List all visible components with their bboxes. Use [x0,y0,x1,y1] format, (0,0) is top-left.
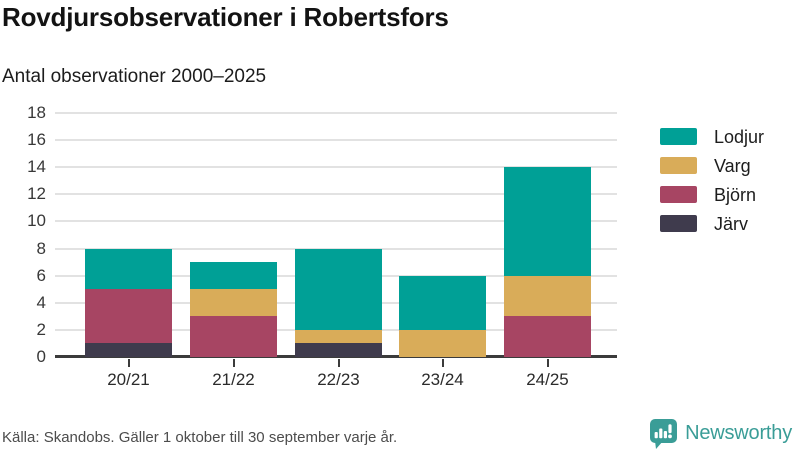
legend-item-jarv: Järv [660,213,764,234]
x-tick-24-25 [546,359,549,367]
legend: Lodjur Varg Björn Järv [660,128,764,244]
bar-segment-bjorn-24-25 [504,316,591,357]
y-tick-label-10: 10 [27,211,46,231]
legend-swatch-jarv [660,215,697,232]
bar-segment-bjorn-20-21 [85,289,172,344]
y-tick-label-14: 14 [27,157,46,177]
brand-name: Newsworthy [685,422,792,444]
legend-item-lodjur: Lodjur [660,126,765,147]
legend-swatch-lodjur [660,128,697,145]
chart-subtitle: Antal observationer 2000–2025 [2,66,267,87]
x-tick-22-23 [337,359,340,367]
legend-label-jarv: Järv [714,213,749,234]
newsworthy-logo-icon [650,419,678,449]
x-axis: 20/21 21/22 22/23 23/24 24/25 [55,359,617,399]
chart-title: Rovdjursobservationer i Robertsfors [2,2,449,32]
legend-swatch-bjorn [660,186,697,203]
gridline-2 [55,328,617,331]
bar-segment-lodjur-23-24 [399,275,486,330]
legend-item-bjorn: Björn [660,184,764,205]
gridline-12 [55,193,617,196]
bar-segment-jarv-22-23 [295,343,382,357]
gridline-16 [55,139,617,142]
source-note: Källa: Skandobs. Gäller 1 oktober till 3… [2,429,398,446]
y-tick-label-16: 16 [27,130,46,150]
bar-segment-bjorn-21-22 [190,316,277,357]
y-tick-label-4: 4 [36,292,46,312]
bar-segment-lodjur-24-25 [504,167,591,276]
plot-area [55,112,617,358]
y-tick-label-8: 8 [36,238,46,258]
x-tick-23-24 [441,359,444,367]
legend-swatch-varg [660,157,697,174]
x-tick-20-21 [127,359,130,367]
bar-segment-lodjur-22-23 [295,248,382,330]
bar-segment-jarv-20-21 [85,343,172,357]
x-tick-label-22-23: 22/23 [317,370,360,389]
bar-segment-varg-23-24 [399,329,486,357]
x-tick-21-22 [232,359,235,367]
legend-label-bjorn: Björn [714,184,757,205]
x-tick-label-24-25: 24/25 [526,370,569,389]
y-tick-label-2: 2 [36,319,46,339]
bar-segment-varg-22-23 [295,329,382,344]
bar-segment-varg-21-22 [190,289,277,317]
y-axis: 0 2 4 6 8 10 12 14 16 18 [0,103,46,366]
y-tick-label-18: 18 [27,103,46,122]
gridline-18 [55,112,617,114]
bar-segment-lodjur-20-21 [85,248,172,290]
y-tick-label-12: 12 [27,184,46,204]
gridline-14 [55,166,617,169]
gridline-10 [55,220,617,223]
bar-segment-varg-24-25 [504,275,591,317]
legend-item-varg: Varg [660,155,764,176]
legend-label-lodjur: Lodjur [714,126,765,147]
legend-label-varg: Varg [714,155,751,176]
x-tick-label-21-22: 21/22 [212,370,255,389]
y-tick-label-6: 6 [36,265,46,285]
x-tick-label-20-21: 20/21 [107,370,150,389]
y-tick-label-0: 0 [36,347,46,366]
brand: Newsworthy [649,418,792,449]
bar-segment-lodjur-21-22 [190,262,277,290]
x-tick-label-23-24: 23/24 [421,370,464,389]
